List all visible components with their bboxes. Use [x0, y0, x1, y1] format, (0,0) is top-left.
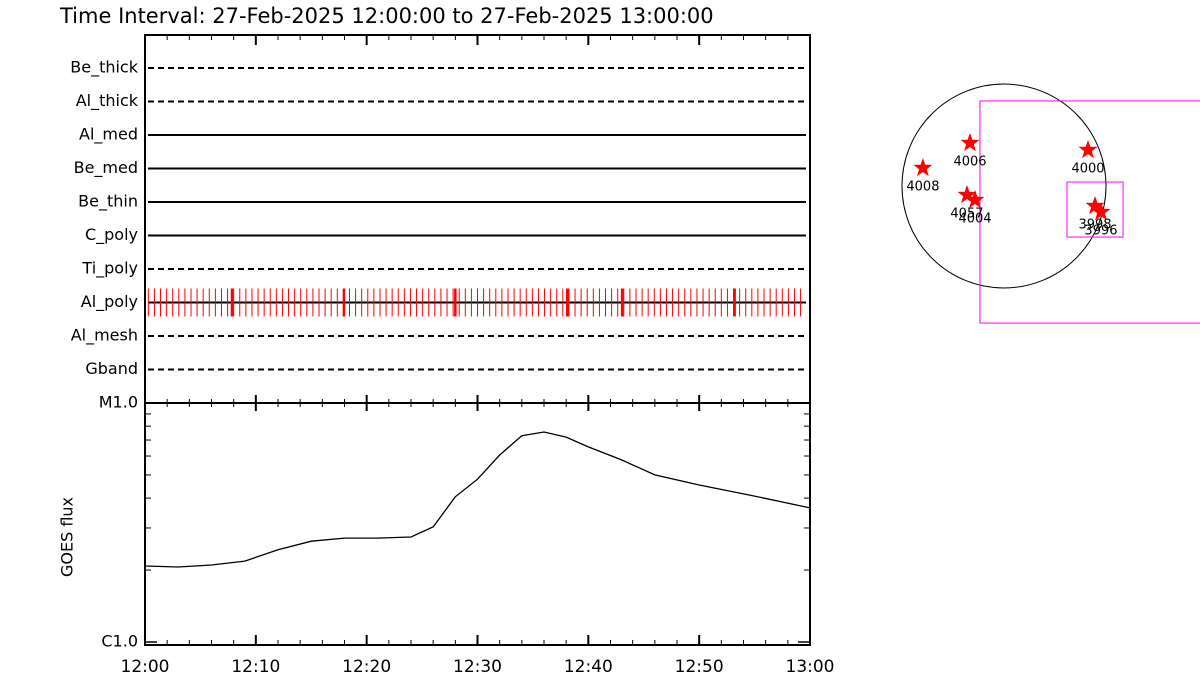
- filter-label: Be_thin: [78, 192, 138, 212]
- target-label: 4004: [958, 212, 991, 227]
- x-tick-label: 12:10: [231, 657, 280, 677]
- filter-label: Ti_poly: [81, 259, 138, 279]
- target-star: [1091, 202, 1111, 221]
- target-label: 4006: [953, 155, 986, 170]
- filter-label: Al_med: [79, 125, 138, 145]
- x-tick-label: 12:30: [453, 657, 502, 677]
- target-star: [1085, 196, 1105, 215]
- filter-label: Al_mesh: [71, 326, 138, 346]
- x-tick-label: 13:00: [786, 657, 835, 677]
- filter-label: Al_thick: [76, 91, 139, 111]
- x-tick-label: 12:50: [675, 657, 724, 677]
- target-label: 4057: [950, 206, 983, 221]
- y-axis-title: GOES flux: [58, 497, 77, 577]
- target-star: [1078, 140, 1098, 159]
- target-star: [965, 190, 985, 209]
- target-label: 4008: [906, 180, 939, 195]
- fov-box: [979, 100, 1200, 324]
- target-label: 3996: [1084, 224, 1117, 239]
- filter-label: Be_thick: [70, 58, 138, 78]
- target-star: [957, 185, 977, 204]
- target-star: [960, 133, 980, 152]
- goes-flux-line: [144, 431, 811, 568]
- filter-label: Al_poly: [81, 292, 138, 312]
- y-tick-label: C1.0: [101, 632, 138, 651]
- filter-label: Gband: [85, 359, 138, 378]
- filter-panel-frame: [144, 34, 811, 404]
- target-label: 3998: [1078, 217, 1111, 232]
- goes-panel-frame: [144, 402, 811, 646]
- chart-title: Time Interval: 27-Feb-2025 12:00:00 to 2…: [59, 4, 714, 28]
- filter-label: C_poly: [85, 225, 138, 245]
- filter-label: Be_med: [74, 158, 138, 178]
- target-label: 4000: [1071, 162, 1104, 177]
- x-tick-label: 12:20: [342, 657, 391, 677]
- x-tick-label: 12:00: [121, 657, 170, 677]
- target-star: [913, 158, 933, 177]
- solar-disk: [901, 83, 1107, 289]
- fov-box: [1066, 181, 1124, 238]
- x-tick-label: 12:40: [564, 657, 613, 677]
- y-tick-label: M1.0: [99, 393, 138, 412]
